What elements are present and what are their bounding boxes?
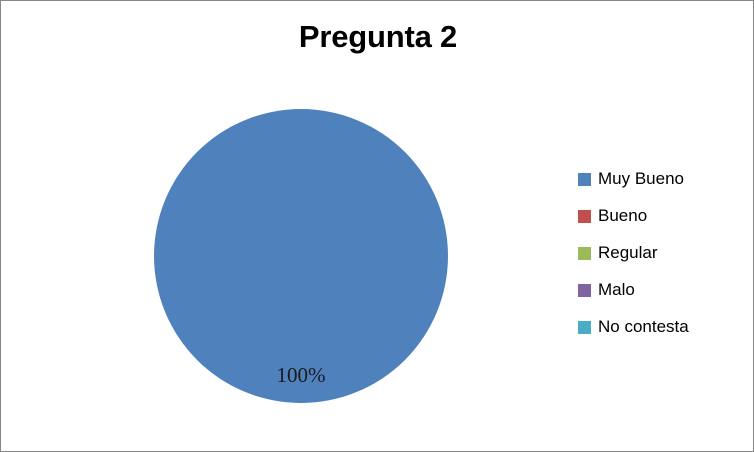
legend-item-label: Bueno [598,206,648,225]
legend-item-regular[interactable]: Regular [578,243,750,263]
chart-legend: Muy Bueno Bueno Regular Malo No contesta [578,169,750,337]
legend-item-label: Regular [598,243,658,262]
legend-swatch-icon [578,209,591,223]
legend-item-bueno[interactable]: Bueno [578,206,750,226]
legend-swatch-icon [578,320,591,334]
legend-item-no-contesta[interactable]: No contesta [578,317,750,337]
pie-chart [153,108,449,404]
pie-data-label: 100% [276,363,326,387]
legend-item-label: Muy Bueno [598,169,684,188]
legend-item-label: Malo [598,280,635,299]
chart-title: Pregunta 2 [298,19,458,54]
legend-swatch-icon [578,172,591,186]
pie-slice-muy-bueno[interactable] [154,109,448,403]
legend-item-malo[interactable]: Malo [578,280,750,300]
legend-swatch-icon [578,246,591,260]
pie-svg [154,109,448,403]
legend-swatch-icon [578,283,591,297]
plot-area: 100% [1,1,561,451]
legend-item-label: No contesta [598,317,689,336]
legend-item-muy-bueno[interactable]: Muy Bueno [578,169,750,189]
